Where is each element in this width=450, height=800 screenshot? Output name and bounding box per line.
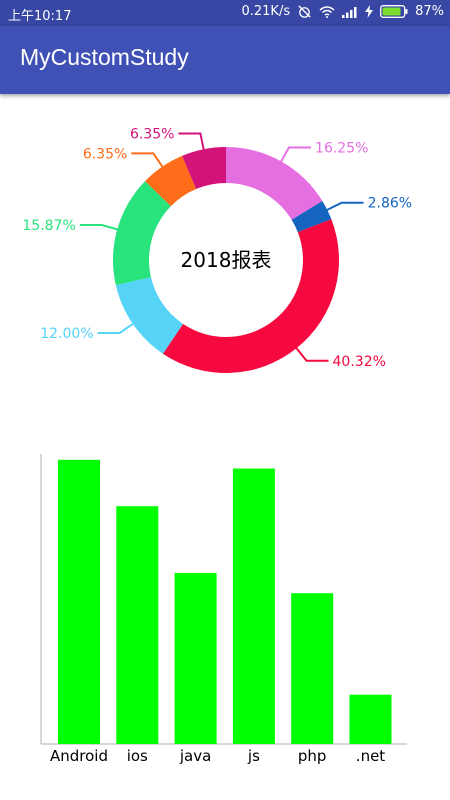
donut-label-5: 6.35% bbox=[83, 146, 127, 162]
donut-leader-line-0 bbox=[278, 146, 312, 166]
charging-icon bbox=[365, 5, 374, 18]
signal-icon bbox=[342, 6, 358, 18]
donut-leader-line-1 bbox=[323, 201, 364, 213]
donut-leader-line-4 bbox=[79, 224, 122, 232]
network-speed: 0.21K/s bbox=[241, 4, 291, 19]
donut-label-1: 2.86% bbox=[368, 196, 412, 212]
alarm-off-icon bbox=[297, 4, 312, 19]
bar-ios bbox=[116, 506, 159, 744]
donut-slice-3 bbox=[115, 277, 184, 354]
bar-chart: Android ios java js php .net bbox=[40, 454, 407, 765]
donut-slice-1 bbox=[291, 200, 332, 233]
donut-slice-6 bbox=[182, 147, 226, 190]
donut-slice-2 bbox=[162, 219, 339, 373]
bar-tick-label: java bbox=[179, 747, 211, 765]
bar-android bbox=[58, 459, 100, 744]
bar-php bbox=[291, 593, 334, 744]
donut-label-6: 6.35% bbox=[130, 127, 174, 143]
donut-leader-line-5 bbox=[131, 152, 166, 171]
app-bar: MyCustomStudy bbox=[0, 26, 450, 94]
bar-net bbox=[349, 694, 392, 744]
donut-slice-0 bbox=[226, 147, 323, 220]
app-title: MyCustomStudy bbox=[20, 44, 189, 70]
donut-chart: 16.25% 2.86% 40.32% 12.00% 15.87% 6.35%6.35% 2… bbox=[22, 127, 412, 373]
donut-leader-line-3 bbox=[97, 320, 137, 334]
status-bar: 上午10:17 0.21K/s 87% bbox=[0, 0, 450, 26]
donut-slice-4 bbox=[113, 181, 171, 286]
battery-icon bbox=[380, 5, 408, 18]
bar-tick-label: js bbox=[247, 747, 260, 765]
bar-tick-label: .net bbox=[356, 747, 386, 765]
battery-percent: 87% bbox=[415, 4, 444, 19]
donut-leader-line-2 bbox=[293, 344, 329, 362]
bar-java bbox=[174, 572, 217, 744]
bar-tick-label: ios bbox=[127, 747, 148, 765]
bar-tick-label: Android bbox=[50, 747, 108, 765]
donut-label-0: 16.25% bbox=[315, 140, 368, 156]
donut-slice-5 bbox=[145, 155, 197, 207]
status-time: 上午10:17 bbox=[8, 9, 72, 24]
wifi-icon bbox=[319, 5, 335, 18]
donut-center-label: 2018报表 bbox=[181, 248, 272, 272]
bar-js bbox=[232, 468, 275, 744]
donut-label-3: 12.00% bbox=[40, 326, 93, 342]
donut-label-4: 15.87% bbox=[22, 218, 75, 234]
bar-tick-label: php bbox=[298, 747, 327, 765]
donut-label-2: 40.32% bbox=[333, 354, 386, 370]
donut-leader-line-6 bbox=[178, 132, 206, 154]
status-icons: 0.21K/s 87% bbox=[241, 4, 444, 19]
